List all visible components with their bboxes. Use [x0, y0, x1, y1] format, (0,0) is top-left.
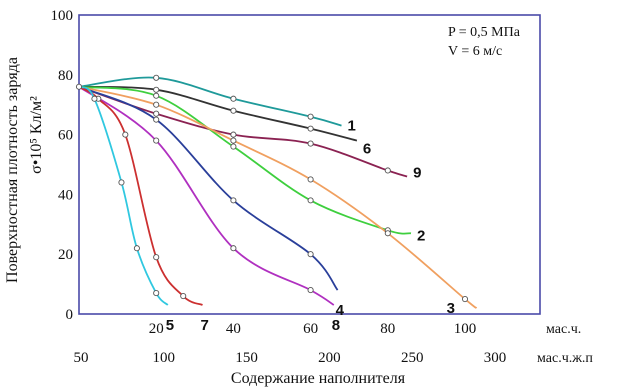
series-label-7: 7 — [201, 317, 209, 334]
data-point — [153, 101, 160, 108]
y-axis-unit: σ•10⁵ Кл/м² — [28, 96, 45, 174]
data-point — [122, 131, 129, 138]
y-tick-label: 0 — [66, 307, 74, 323]
series-line-4 — [78, 85, 339, 291]
data-point — [307, 113, 314, 120]
series-line-7 — [78, 86, 203, 306]
data-point — [118, 179, 125, 186]
series-label-8: 8 — [332, 317, 340, 334]
series-label-1: 1 — [347, 118, 355, 135]
data-point — [230, 95, 237, 102]
x-primary-tick-label: 80 — [380, 321, 395, 337]
x-secondary-tick-label: 50 — [74, 350, 89, 366]
x-secondary-tick-label: 250 — [401, 350, 424, 366]
pressure-annotation: P = 0,5 МПа — [448, 25, 521, 40]
data-point — [230, 131, 237, 138]
y-tick-label: 60 — [58, 128, 73, 144]
x-secondary-unit: мас.ч.ж.п — [537, 351, 593, 366]
data-point — [384, 167, 391, 174]
data-point — [230, 245, 237, 252]
x-axis-title: Содержание наполнителя — [231, 370, 406, 387]
x-primary-tick-label: 40 — [226, 321, 241, 337]
y-tick-label: 20 — [58, 247, 73, 263]
series-label-6: 6 — [363, 141, 371, 158]
x-secondary-tick-label: 200 — [318, 350, 341, 366]
series-line-8 — [78, 86, 335, 306]
data-point — [230, 197, 237, 204]
data-point — [230, 107, 237, 114]
data-point — [91, 95, 98, 102]
series-label-3: 3 — [447, 300, 455, 317]
data-point — [153, 92, 160, 99]
data-point — [307, 140, 314, 147]
data-point — [307, 176, 314, 183]
series-label-5: 5 — [166, 317, 174, 334]
series-line-3 — [78, 85, 478, 309]
data-point — [133, 245, 140, 252]
x-primary-unit: мас.ч. — [546, 322, 581, 337]
data-point — [153, 137, 160, 144]
x-primary-tick-label: 60 — [303, 321, 318, 337]
plot-frame — [78, 14, 541, 315]
data-point — [153, 86, 160, 93]
y-axis-title: Поверхностная плотность заряда — [4, 57, 21, 283]
y-tick-label: 80 — [58, 68, 73, 84]
data-point — [230, 137, 237, 144]
data-point — [153, 254, 160, 261]
data-point — [180, 293, 187, 300]
data-point — [461, 295, 469, 303]
x-secondary-tick-label: 300 — [484, 350, 507, 366]
data-point — [153, 116, 160, 123]
series-label-2: 2 — [417, 227, 425, 244]
y-tick-label: 40 — [58, 187, 73, 203]
data-point — [153, 74, 160, 81]
x-primary-tick-label: 20 — [149, 321, 164, 337]
data-point — [307, 287, 314, 294]
data-point — [384, 230, 391, 237]
series-label-9: 9 — [413, 164, 421, 181]
data-point — [153, 110, 160, 117]
data-point — [307, 197, 314, 204]
x-primary-tick-label: 100 — [454, 321, 477, 337]
data-point — [307, 125, 314, 132]
series-label-4: 4 — [336, 302, 345, 319]
origin-point — [75, 83, 83, 90]
x-secondary-tick-label: 100 — [153, 350, 176, 366]
data-point — [153, 290, 160, 297]
velocity-annotation: V = 6 м/с — [448, 44, 502, 59]
x-secondary-tick-label: 150 — [235, 350, 258, 366]
y-tick-label: 100 — [51, 8, 74, 24]
data-point — [230, 143, 237, 150]
data-point — [307, 251, 314, 258]
